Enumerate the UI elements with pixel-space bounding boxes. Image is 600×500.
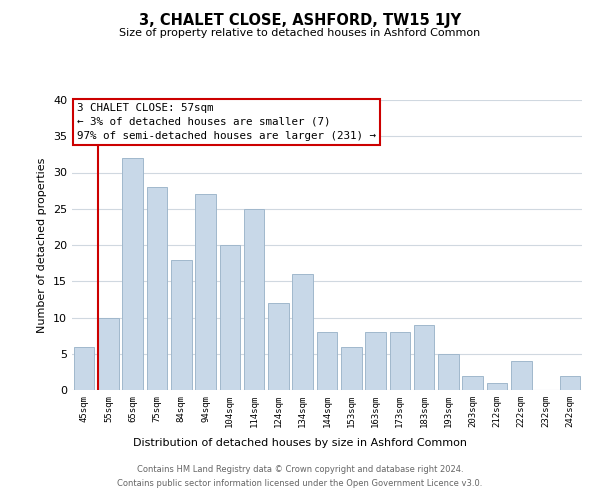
- Bar: [268, 303, 289, 390]
- Bar: [487, 383, 508, 390]
- Text: Contains HM Land Registry data © Crown copyright and database right 2024.
Contai: Contains HM Land Registry data © Crown c…: [118, 466, 482, 487]
- Bar: [511, 361, 532, 390]
- Bar: [292, 274, 313, 390]
- Text: 3, CHALET CLOSE, ASHFORD, TW15 1JY: 3, CHALET CLOSE, ASHFORD, TW15 1JY: [139, 12, 461, 28]
- Bar: [365, 332, 386, 390]
- Bar: [74, 346, 94, 390]
- Bar: [146, 187, 167, 390]
- Y-axis label: Number of detached properties: Number of detached properties: [37, 158, 47, 332]
- Bar: [341, 346, 362, 390]
- Bar: [122, 158, 143, 390]
- Bar: [317, 332, 337, 390]
- Bar: [438, 354, 459, 390]
- Bar: [220, 245, 240, 390]
- Bar: [560, 376, 580, 390]
- Bar: [463, 376, 483, 390]
- Text: Size of property relative to detached houses in Ashford Common: Size of property relative to detached ho…: [119, 28, 481, 38]
- Bar: [171, 260, 191, 390]
- Bar: [389, 332, 410, 390]
- Text: Distribution of detached houses by size in Ashford Common: Distribution of detached houses by size …: [133, 438, 467, 448]
- Bar: [98, 318, 119, 390]
- Bar: [195, 194, 216, 390]
- Bar: [414, 325, 434, 390]
- Text: 3 CHALET CLOSE: 57sqm
← 3% of detached houses are smaller (7)
97% of semi-detach: 3 CHALET CLOSE: 57sqm ← 3% of detached h…: [77, 103, 376, 141]
- Bar: [244, 209, 265, 390]
